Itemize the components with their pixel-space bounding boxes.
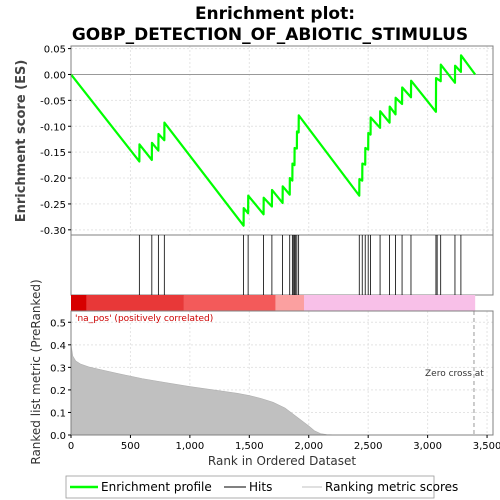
es-y-tick-label: 0.00 — [44, 70, 66, 81]
metric-panel: 0.0 0.1 0.2 0.3 0.4 0.5 'na_pos' (positively … — [29, 279, 494, 465]
ranking-metric-area — [70, 342, 476, 436]
metric-y-ticks: 0.0 0.1 0.2 0.3 0.4 0.5 — [50, 318, 71, 442]
legend-label: Enrichment profile — [101, 480, 212, 494]
metric-y-tick-label: 0.2 — [50, 386, 66, 397]
x-tick-label: 1,000 — [176, 441, 205, 452]
x-tick-label: 1,500 — [235, 441, 264, 452]
heat-segment — [71, 295, 87, 311]
metric-panel-frame — [70, 310, 494, 436]
chart-title-line1: Enrichment plot: — [195, 4, 355, 24]
es-y-tick-label: -0.05 — [40, 96, 66, 107]
metric-y-tick-label: 0.1 — [50, 408, 66, 419]
metric-y-tick-label: 0.3 — [50, 363, 66, 374]
hits-panel-frame — [70, 234, 494, 296]
x-tick-label: 3,500 — [473, 441, 500, 452]
heat-segment — [183, 295, 276, 311]
metric-y-tick-label: 0.0 — [50, 431, 66, 442]
es-y-ticks: 0.05 0.00 -0.05 -0.10 -0.15 -0.20 -0.25 -0.30 — [40, 45, 71, 237]
heat-segment — [275, 295, 304, 311]
metric-y-tick-label: 0.5 — [50, 318, 66, 329]
zero-cross-label: Zero cross at — [425, 369, 484, 379]
ranking-metric-path — [70, 342, 476, 436]
heat-segment — [86, 295, 184, 311]
heat-segment — [303, 295, 476, 311]
es-y-tick-label: -0.10 — [40, 122, 66, 133]
es-y-tick-label: -0.30 — [40, 226, 66, 237]
metric-y-axis-label: Ranked list metric (PreRanked) — [29, 279, 43, 464]
legend: Enrichment profile Hits Ranking metric sco… — [65, 475, 458, 499]
es-y-tick-label: -0.15 — [40, 148, 66, 159]
es-y-tick-label: -0.25 — [40, 200, 66, 211]
x-tick-label: 2,000 — [294, 441, 323, 452]
legend-label: Ranking metric scores — [325, 480, 458, 494]
hits-panel — [70, 234, 494, 296]
enrichment-profile-line — [70, 54, 477, 227]
es-y-tick-label: -0.20 — [40, 174, 66, 185]
es-y-tick-label: 0.05 — [44, 45, 66, 56]
x-tick-label: 2,500 — [354, 441, 383, 452]
es-panel: 0.05 0.00 -0.05 -0.10 -0.15 -0.20 -0.25 -0.30 E… — [14, 45, 494, 237]
hit-markers — [138, 235, 462, 295]
legend-items: Enrichment profile Hits Ranking metric sco… — [70, 480, 458, 494]
legend-label: Hits — [249, 480, 272, 494]
legend-frame — [65, 475, 435, 499]
x-axis-label: Rank in Ordered Dataset — [208, 454, 356, 468]
positive-correlation-label: 'na_pos' (positively correlated) — [75, 314, 213, 324]
chart-title-line2: GOBP_DETECTION_OF_ABIOTIC_STIMULUS — [72, 25, 468, 45]
x-ticks: 0 500 1,000 1,500 2,000 2,500 3,000 3,500 — [68, 435, 500, 452]
ranking-heat-bar — [71, 295, 476, 311]
x-tick-label: 0 — [68, 441, 74, 452]
x-tick-label: 3,000 — [413, 441, 442, 452]
x-tick-label: 500 — [121, 441, 140, 452]
metric-y-tick-label: 0.4 — [50, 341, 66, 352]
enrichment-profile-path — [70, 54, 477, 227]
es-y-axis-label: Enrichment score (ES) — [14, 60, 29, 223]
